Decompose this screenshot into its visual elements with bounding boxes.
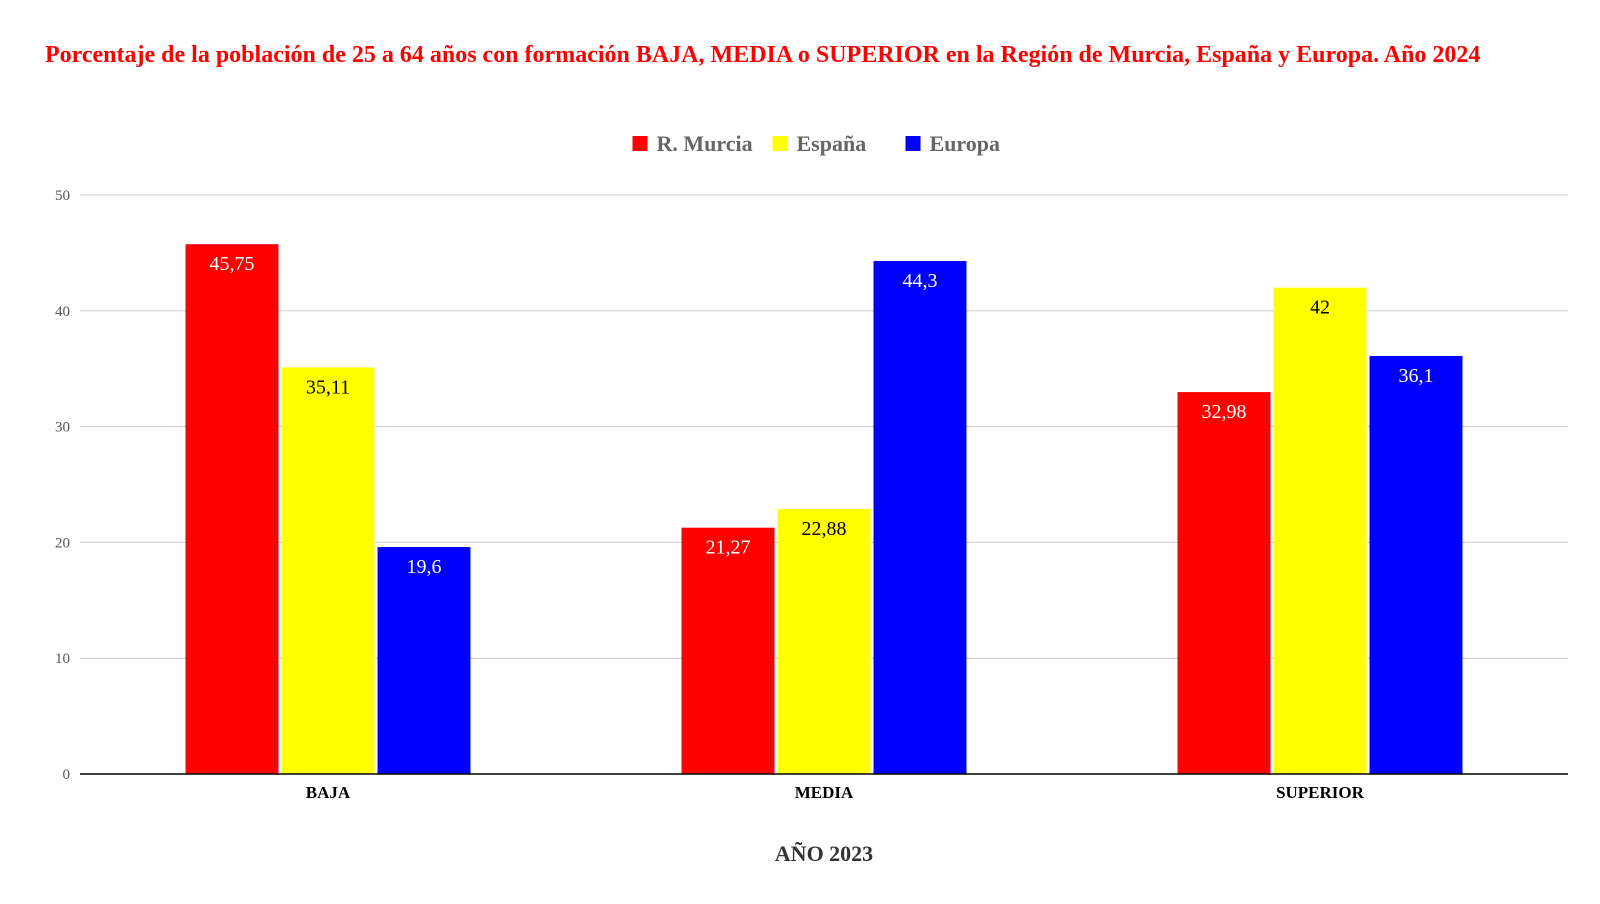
chart-title: Porcentaje de la población de 25 a 64 añ…: [45, 42, 1481, 68]
y-tick-label: 0: [63, 767, 71, 783]
bar: [281, 367, 375, 774]
bar: [185, 244, 279, 775]
legend-label: R. Murcia: [657, 131, 753, 156]
bar: [1177, 392, 1271, 774]
y-tick-label: 40: [55, 304, 70, 320]
y-tick-label: 30: [55, 420, 70, 436]
x-tick-label: BAJA: [306, 783, 351, 802]
data-label: 22,88: [802, 518, 847, 540]
x-axis-title: AÑO 2023: [775, 841, 873, 866]
bar: [1369, 355, 1463, 774]
legend-swatch: [632, 136, 648, 151]
legend-swatch: [905, 136, 921, 151]
bar: [1273, 287, 1367, 774]
data-label: 42: [1310, 297, 1330, 319]
y-tick-label: 50: [55, 188, 70, 204]
bar: [873, 261, 967, 775]
y-tick-label: 10: [55, 651, 70, 667]
data-labels: 45,75 35,11 19,6 21,27 22,88 44,3 32,98 42 36,1: [210, 253, 1434, 578]
y-tick-label: 20: [55, 535, 70, 551]
legend: R. Murcia España Europa: [632, 131, 1001, 156]
bar: [377, 547, 471, 774]
y-axis-ticks: 0 10 20 30 40 50: [55, 188, 70, 783]
x-tick-label: MEDIA: [795, 783, 854, 802]
legend-label: España: [797, 131, 867, 156]
legend-swatch: [772, 136, 788, 151]
x-tick-label: SUPERIOR: [1276, 783, 1365, 802]
data-label: 19,6: [407, 556, 442, 578]
bar: [777, 509, 871, 774]
legend-label: Europa: [930, 131, 1001, 156]
data-label: 44,3: [903, 270, 938, 292]
data-label: 36,1: [1399, 365, 1434, 387]
x-axis-ticks: BAJA MEDIA SUPERIOR: [306, 783, 1365, 802]
data-label: 21,27: [706, 537, 751, 559]
data-label: 45,75: [210, 253, 255, 275]
data-label: 35,11: [306, 376, 350, 398]
data-label: 32,98: [1202, 401, 1247, 423]
bars: [185, 244, 1463, 775]
bar: [681, 527, 775, 774]
